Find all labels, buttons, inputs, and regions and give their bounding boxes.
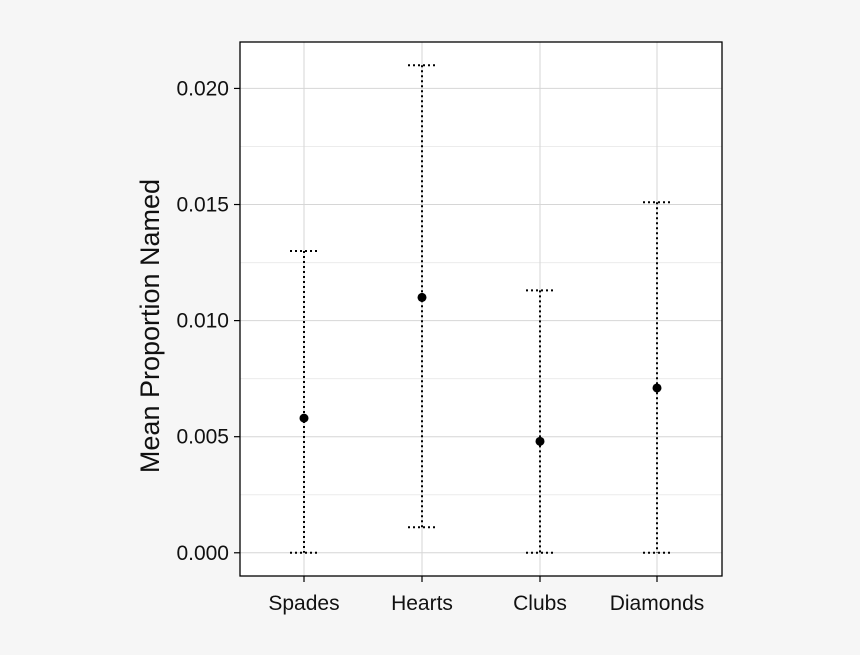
data-points: [299, 292, 662, 446]
x-tick-label-2: Clubs: [513, 592, 567, 615]
y-tick-label-1: 0.005: [176, 426, 229, 449]
y-tick-label-4: 0.020: [176, 77, 229, 100]
data-point-2: [535, 436, 545, 446]
x-tick-label-1: Hearts: [391, 592, 453, 615]
y-tick-label-3: 0.015: [176, 194, 229, 217]
y-tick-label-2: 0.010: [176, 310, 229, 333]
plot-frame: [239, 41, 723, 577]
x-tick-label-0: Spades: [268, 592, 339, 615]
axes: 0.000 0.005 0.010 0.015 0.020 Spades Hearts Clu…: [176, 77, 704, 615]
data-point-1: [417, 292, 427, 302]
data-point-0: [299, 413, 309, 423]
y-tick-label-0: 0.000: [176, 542, 229, 565]
plot-area: [240, 42, 722, 576]
data-point-3: [652, 383, 662, 393]
x-tick-label-3: Diamonds: [610, 592, 705, 615]
y-axis-title: Mean Proportion Named: [135, 179, 165, 473]
